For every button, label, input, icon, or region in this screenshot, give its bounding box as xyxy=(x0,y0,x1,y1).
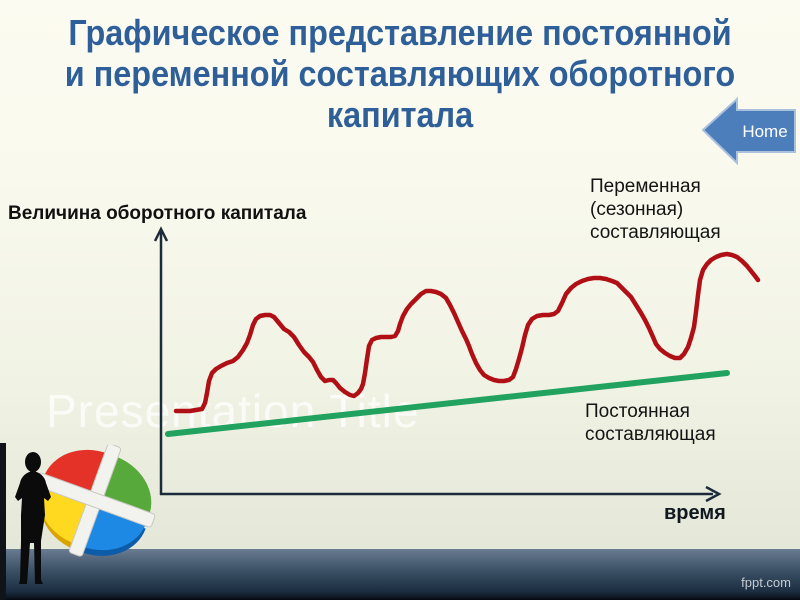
x-axis-arrow-icon xyxy=(705,485,722,503)
constant-component-label: Постоянная составляющая xyxy=(585,401,716,445)
x-axis-label: время xyxy=(664,502,726,524)
home-arrow-icon xyxy=(701,96,796,166)
variable-component-label: Переменная (сезонная) составляющая xyxy=(590,176,721,243)
constant-series-line xyxy=(165,370,730,437)
fppt-credit: fppt.com xyxy=(741,575,791,590)
y-axis-label: Величина оборотного капитала xyxy=(8,203,307,224)
bottom-bar xyxy=(0,549,800,600)
variable-series-line xyxy=(173,251,761,414)
title-line-3: капитала xyxy=(326,94,474,135)
left-edge-strip xyxy=(0,443,6,600)
pie-slice-blue xyxy=(82,505,147,551)
home-button[interactable]: Home xyxy=(698,94,798,166)
title-line-1: Графическое представление постоянной xyxy=(68,12,732,53)
pie-chart-logo xyxy=(15,445,156,584)
y-axis-arrow-icon xyxy=(153,226,169,242)
title-line-2: и переменной составляющих оборотного xyxy=(64,53,736,94)
page-title: Графическое представление постоянной и п… xyxy=(40,12,760,135)
pie-slices xyxy=(34,445,156,557)
pie-slice-red xyxy=(43,449,108,495)
presenter-silhouette-icon xyxy=(15,452,51,584)
home-button-label: Home xyxy=(742,122,787,141)
